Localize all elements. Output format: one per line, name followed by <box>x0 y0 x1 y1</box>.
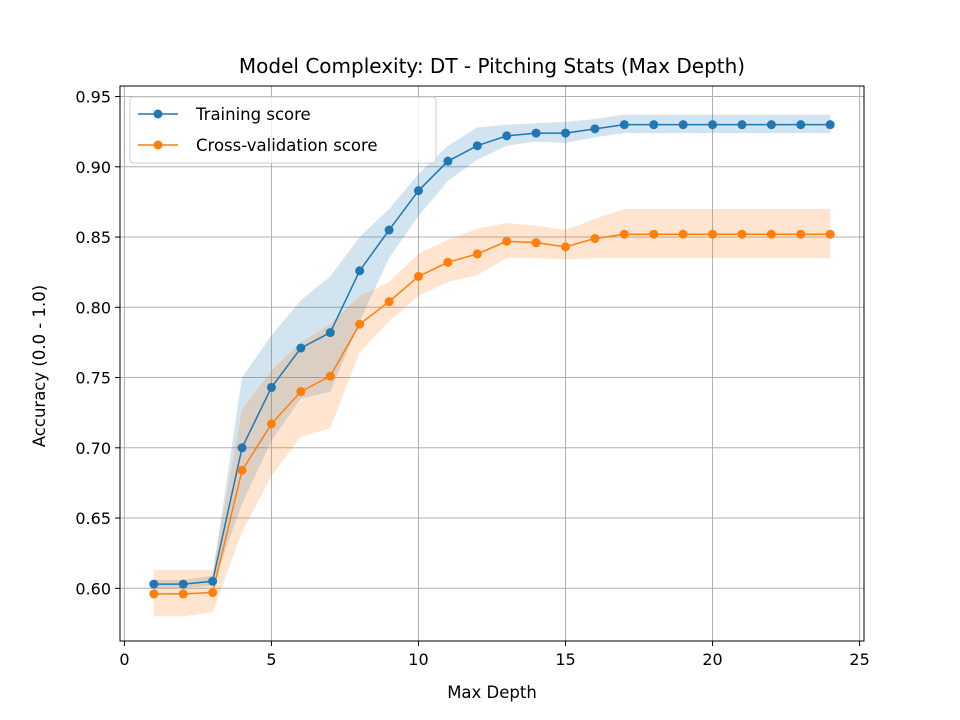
point-series-0 <box>443 156 453 166</box>
point-series-1 <box>443 257 453 267</box>
point-series-1 <box>649 229 659 239</box>
point-series-0 <box>796 120 806 130</box>
point-series-1 <box>561 242 571 252</box>
point-series-1 <box>590 233 600 243</box>
point-series-0 <box>737 120 747 130</box>
y-axis-ticks: 0.60 0.65 0.70 0.75 0.80 0.85 0.90 0.95 <box>75 88 120 598</box>
x-tick-label: 10 <box>408 650 428 669</box>
point-series-0 <box>413 186 423 196</box>
band-series-1 <box>153 208 831 617</box>
point-series-1 <box>296 387 306 397</box>
point-series-1 <box>355 319 365 329</box>
x-tick-label: 5 <box>266 650 276 669</box>
point-series-1 <box>266 419 276 429</box>
point-series-0 <box>149 579 159 589</box>
y-tick-label: 0.60 <box>75 579 111 598</box>
point-series-1 <box>531 238 541 248</box>
legend-marker-1 <box>153 140 163 150</box>
legend-label-0: Training score <box>195 105 311 124</box>
point-series-1 <box>619 229 629 239</box>
point-series-0 <box>619 120 629 130</box>
chart-title: Model Complexity: DT - Pitching Stats (M… <box>239 54 745 78</box>
point-series-1 <box>472 249 482 259</box>
point-series-1 <box>766 229 776 239</box>
point-series-1 <box>502 236 512 246</box>
y-axis-title: Accuracy (0.0 - 1.0) <box>30 285 49 447</box>
point-series-0 <box>325 328 335 338</box>
series-lines <box>153 123 831 595</box>
point-series-0 <box>208 576 218 586</box>
point-series-1 <box>208 588 218 598</box>
point-series-0 <box>649 120 659 130</box>
point-series-1 <box>178 589 188 599</box>
line-series-0 <box>153 123 831 585</box>
y-tick-label: 0.90 <box>75 158 111 177</box>
point-series-1 <box>384 297 394 307</box>
y-tick-label: 0.75 <box>75 369 111 388</box>
point-series-1 <box>737 229 747 239</box>
y-tick-label: 0.70 <box>75 439 111 458</box>
axes-frame <box>119 85 865 642</box>
point-series-0 <box>502 131 512 141</box>
legend-label-1: Cross-validation score <box>196 136 378 155</box>
point-series-1 <box>325 371 335 381</box>
x-axis-title: Max Depth <box>447 683 537 702</box>
point-series-0 <box>825 120 835 130</box>
line-series-1 <box>153 233 831 595</box>
point-series-0 <box>678 120 688 130</box>
point-series-1 <box>825 229 835 239</box>
point-series-0 <box>384 225 394 235</box>
y-tick-label: 0.65 <box>75 509 111 528</box>
point-series-0 <box>766 120 776 130</box>
point-series-0 <box>590 124 600 134</box>
point-series-1 <box>237 465 247 475</box>
point-series-0 <box>355 266 365 276</box>
legend-marker-0 <box>153 109 163 119</box>
point-series-1 <box>678 229 688 239</box>
x-axis-ticks: 0 5 10 15 20 25 <box>119 641 870 669</box>
point-series-1 <box>413 271 423 281</box>
point-series-0 <box>178 579 188 589</box>
point-series-0 <box>708 120 718 130</box>
point-series-0 <box>237 443 247 453</box>
point-series-1 <box>149 589 159 599</box>
plot-area: 0 5 10 15 20 25 0.600.650.700.750.800.850.900… <box>75 85 870 669</box>
point-series-1 <box>708 229 718 239</box>
legend-box <box>129 96 437 164</box>
x-tick-label: 25 <box>849 650 869 669</box>
y-tick-label: 0.80 <box>75 298 111 317</box>
point-series-1 <box>796 229 806 239</box>
x-tick-label: 0 <box>119 650 129 669</box>
legend: Training score Cross-validation score <box>129 96 437 164</box>
point-series-0 <box>296 343 306 353</box>
point-series-0 <box>266 382 276 392</box>
series-points <box>149 120 835 599</box>
point-series-0 <box>531 128 541 138</box>
y-tick-label: 0.95 <box>75 88 111 107</box>
point-series-0 <box>472 141 482 151</box>
x-tick-label: 20 <box>702 650 722 669</box>
y-tick-label: 0.85 <box>75 228 111 247</box>
point-series-0 <box>561 128 571 138</box>
x-tick-label: 15 <box>555 650 575 669</box>
